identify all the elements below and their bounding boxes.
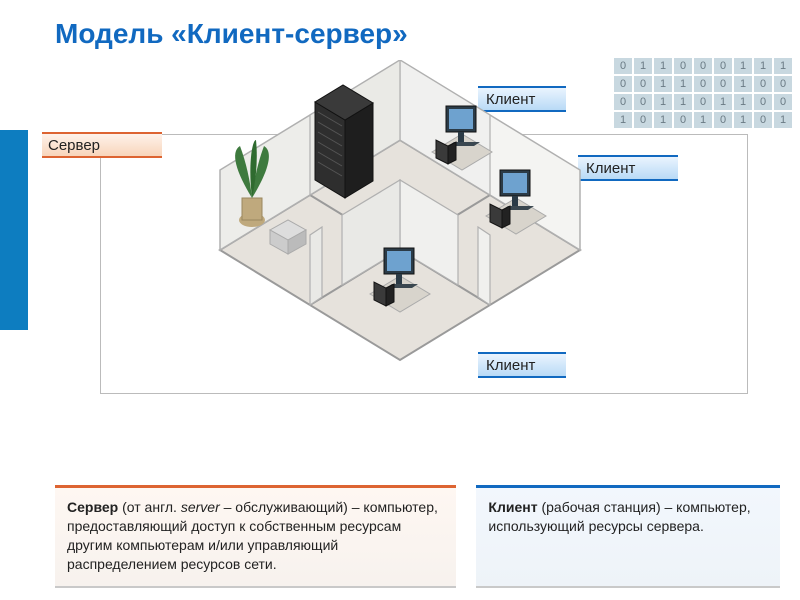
binary-row: 011000111 [614,58,792,74]
binary-pattern: 011000111001100100001101100101010101 [614,58,792,128]
binary-cell: 0 [634,76,652,92]
term-client: Клиент [488,499,537,515]
binary-cell: 1 [634,58,652,74]
binary-cell: 0 [614,58,632,74]
binary-cell: 1 [654,94,672,110]
binary-cell: 0 [754,94,772,110]
binary-cell: 1 [774,112,792,128]
binary-row: 001101100 [614,94,792,110]
etym-server-1: (от англ. [118,499,181,515]
binary-cell: 1 [734,94,752,110]
definitions-row: Сервер (от англ. server – обслуживающий)… [55,485,780,588]
client-label-3: Клиент [478,352,566,378]
binary-cell: 1 [714,94,732,110]
binary-cell: 1 [774,58,792,74]
binary-row: 101010101 [614,112,792,128]
binary-cell: 0 [674,58,692,74]
binary-cell: 1 [654,58,672,74]
binary-cell: 1 [734,112,752,128]
client-label-2: Клиент [578,155,678,181]
binary-cell: 0 [614,94,632,110]
binary-cell: 0 [694,76,712,92]
binary-cell: 0 [754,112,772,128]
binary-cell: 1 [654,76,672,92]
binary-cell: 0 [714,76,732,92]
binary-cell: 1 [674,76,692,92]
etym-server-word: server [181,499,220,515]
binary-cell: 1 [734,76,752,92]
binary-cell: 0 [754,76,772,92]
server-label: Сервер [42,132,162,158]
definition-client: Клиент (рабочая станция) – компьютер, ис… [476,485,780,588]
binary-cell: 0 [694,58,712,74]
binary-cell: 1 [754,58,772,74]
term-server: Сервер [67,499,118,515]
binary-cell: 1 [674,94,692,110]
binary-cell: 1 [614,112,632,128]
binary-cell: 0 [634,94,652,110]
binary-cell: 1 [694,112,712,128]
definition-server: Сервер (от англ. server – обслуживающий)… [55,485,456,588]
binary-cell: 0 [614,76,632,92]
binary-cell: 0 [674,112,692,128]
binary-cell: 1 [734,58,752,74]
binary-cell: 0 [774,76,792,92]
binary-row: 001100100 [614,76,792,92]
binary-cell: 0 [774,94,792,110]
binary-cell: 0 [714,112,732,128]
binary-cell: 0 [714,58,732,74]
accent-bar [0,130,28,330]
client-label-1: Клиент [478,86,566,112]
binary-cell: 0 [694,94,712,110]
binary-cell: 1 [654,112,672,128]
page-title: Модель «Клиент-сервер» [55,18,408,50]
binary-cell: 0 [634,112,652,128]
